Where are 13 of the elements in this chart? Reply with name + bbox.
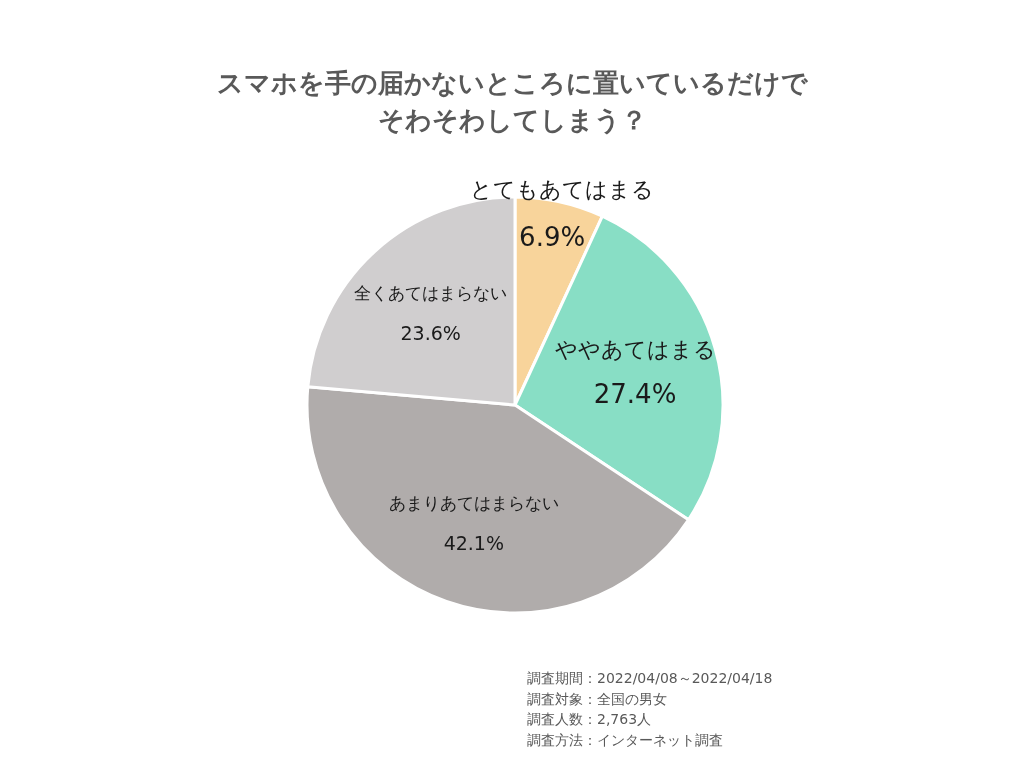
annotation: 調査対象：全国の男女 bbox=[527, 690, 667, 707]
annotation: 調査方法：インターネット調査 bbox=[527, 731, 723, 748]
value-label: 6.9% bbox=[519, 221, 586, 252]
value-label: 27.4% bbox=[593, 379, 677, 410]
annotation: 調査人数：2,763人 bbox=[527, 711, 652, 727]
value-label: 23.6% bbox=[400, 322, 461, 345]
value-label: 42.1% bbox=[443, 532, 504, 555]
category-label: とてもあてはまる bbox=[470, 177, 655, 203]
category-label: ややあてはまる bbox=[554, 336, 716, 362]
title: スマホを手の届かないところに置いているだけでそわそわしてしまう？ bbox=[216, 68, 808, 135]
annotation: 調査期間：2022/04/08～2022/04/18 bbox=[527, 670, 773, 686]
category-label: あまりあてはまらない bbox=[388, 492, 559, 513]
category-label: 全くあてはまらない bbox=[354, 282, 508, 303]
